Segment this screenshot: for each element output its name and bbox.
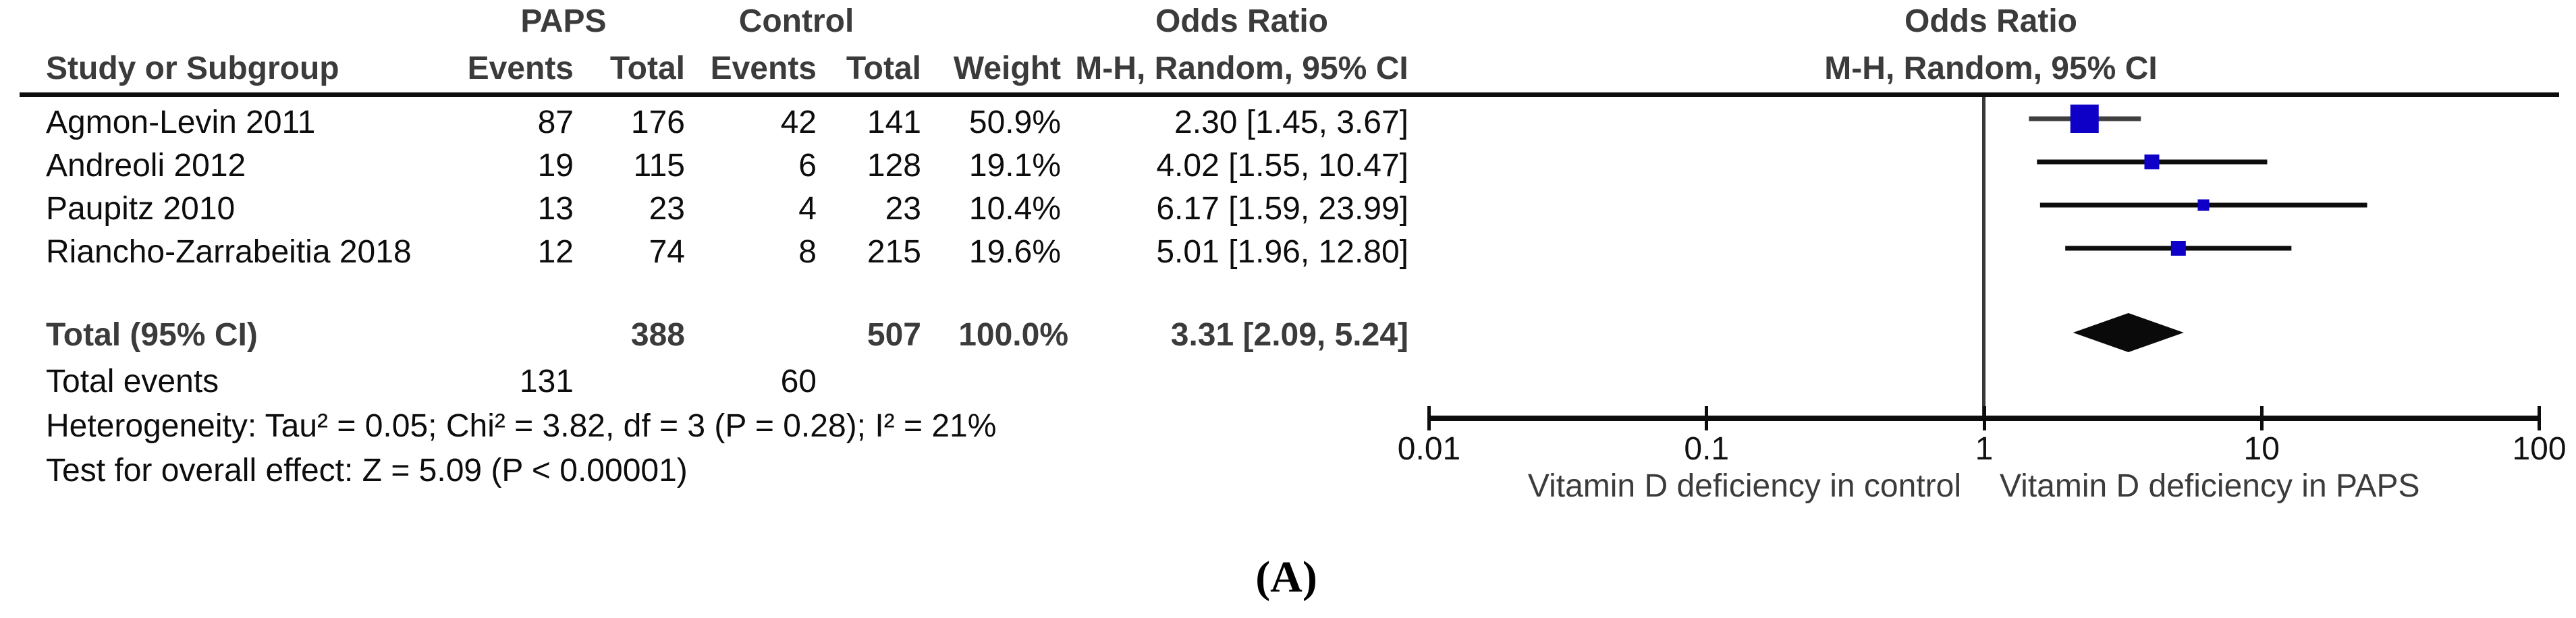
cell-weight: 10.4% [968,191,1061,227]
total-row-label: Total (95% CI) [46,317,258,353]
cell-total2: 215 [867,234,921,270]
cell-name: Riancho-Zarrabeitia 2018 [46,234,412,270]
x-axis-tick-label: 0.1 [1684,431,1730,467]
cell-total1: 176 [630,105,685,140]
x-axis-tick [1982,406,1986,430]
total-events-label: Total events [46,364,219,399]
axis-label-paps: Vitamin D deficiency in PAPS [2000,468,2420,504]
x-axis-tick [1427,406,1431,430]
total-row-total-paps: 388 [630,317,685,353]
x-axis-tick [1705,406,1709,430]
cell-or_text: 5.01 [1.96, 12.80] [1156,234,1408,270]
table-row: Riancho-Zarrabeitia 2018 12 74 8 215 19.6% 5.0… [0,231,2576,274]
cell-total1: 23 [649,191,685,227]
total-events-paps-value: 131 [519,364,574,399]
cell-events2: 4 [798,191,817,227]
odds-ratio-header-plot: Odds Ratio [1904,3,2078,39]
column-header-events-paps: Events [467,51,574,86]
panel-label: (A) [1255,553,1317,602]
total-row-weight: 100.0% [958,317,1068,353]
cell-events2: 42 [780,105,817,140]
x-axis-tick-label: 0.01 [1397,431,1461,467]
x-axis-tick-label: 10 [2243,431,2280,467]
column-header-events-control: Events [710,51,817,86]
cell-or_text: 6.17 [1.59, 23.99] [1156,191,1408,227]
total-events-control-value: 60 [780,364,817,399]
overall-effect-text: Test for overall effect: Z = 5.09 (P < 0… [46,453,688,488]
column-header-total-control: Total [846,51,921,86]
mh-ci-header-table: M-H, Random, 95% CI [1075,51,1408,86]
column-header-weight: Weight [953,51,1061,86]
x-axis-tick [2259,406,2264,430]
x-axis-tick-label: 100 [2512,431,2567,467]
cell-total1: 74 [649,234,685,270]
cell-name: Andreoli 2012 [46,148,246,184]
cell-events1: 13 [537,191,574,227]
cell-total2: 128 [867,148,921,184]
axis-label-control: Vitamin D deficiency in control [1527,468,1961,504]
cell-weight: 19.6% [968,234,1061,270]
cell-events2: 8 [798,234,817,270]
cell-weight: 19.1% [968,148,1061,184]
odds-ratio-header-table: Odds Ratio [1155,3,1329,39]
x-axis-tick [2538,406,2541,430]
cell-name: Agmon-Levin 2011 [46,105,316,140]
cell-total2: 23 [885,191,921,227]
table-row: Paupitz 2010 13 23 4 23 10.4% 6.17 [1.59, 23.9… [0,188,2576,231]
cell-or_text: 2.30 [1.45, 3.67] [1174,105,1408,140]
table-row: Agmon-Levin 2011 87 176 42 141 50.9% 2.30 [1.4… [0,101,2576,144]
group-header-control: Control [738,3,854,39]
group-header-paps: PAPS [520,3,607,39]
cell-total1: 115 [633,148,685,184]
cell-events2: 6 [798,148,817,184]
cell-or_text: 4.02 [1.55, 10.47] [1156,148,1408,184]
heterogeneity-text: Heterogeneity: Tau² = 0.05; Chi² = 3.82,… [46,408,997,444]
table-row: Andreoli 2012 19 115 6 128 19.1% 4.02 [1.55, 1… [0,144,2576,188]
null-effect-line [1982,97,1985,420]
mh-ci-header-plot: M-H, Random, 95% CI [1824,51,2158,86]
total-diamond [2073,313,2184,352]
total-row-total-control: 507 [867,317,921,353]
column-header-study: Study or Subgroup [46,51,339,86]
header-underline [20,92,2559,97]
cell-total2: 141 [867,105,921,140]
cell-events1: 87 [537,105,574,140]
cell-events1: 19 [537,148,574,184]
total-row-or-text: 3.31 [2.09, 5.24] [1170,317,1408,353]
cell-weight: 50.9% [968,105,1061,140]
cell-events1: 12 [537,234,574,270]
x-axis-tick-label: 1 [1975,431,1994,467]
cell-name: Paupitz 2010 [46,191,236,227]
column-header-total-paps: Total [609,51,685,86]
